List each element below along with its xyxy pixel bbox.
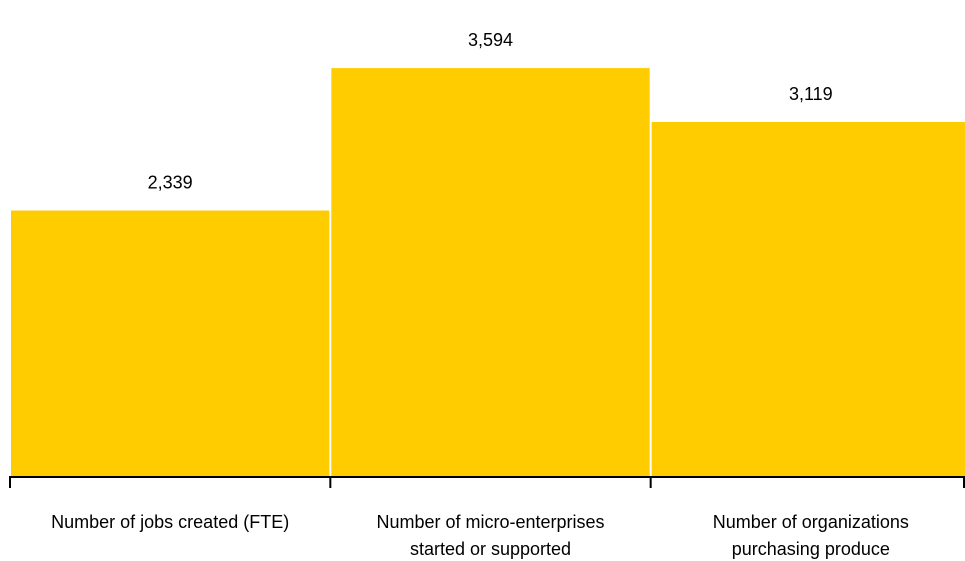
x-axis (9, 476, 965, 488)
value-labels-group: 2,339 3,594 3,119 (148, 30, 833, 192)
bar-1 (11, 210, 330, 476)
category-label-3-line-2: purchasing produce (732, 539, 890, 559)
category-labels-group: Number of jobs created (FTE) Number of mi… (51, 512, 909, 559)
category-label-3-line-1: Number of organizations (713, 512, 909, 532)
category-label-2-line-1: Number of micro-enterprises (376, 512, 604, 532)
category-label-2-line-2: started or supported (410, 539, 571, 559)
bar-3 (651, 121, 965, 476)
category-label-1: Number of jobs created (FTE) (51, 512, 289, 532)
bar-2 (331, 68, 650, 477)
bars-group (11, 68, 965, 477)
data-label-3: 3,119 (789, 84, 833, 104)
data-label-2: 3,594 (468, 30, 513, 50)
data-label-1: 2,339 (148, 173, 193, 193)
